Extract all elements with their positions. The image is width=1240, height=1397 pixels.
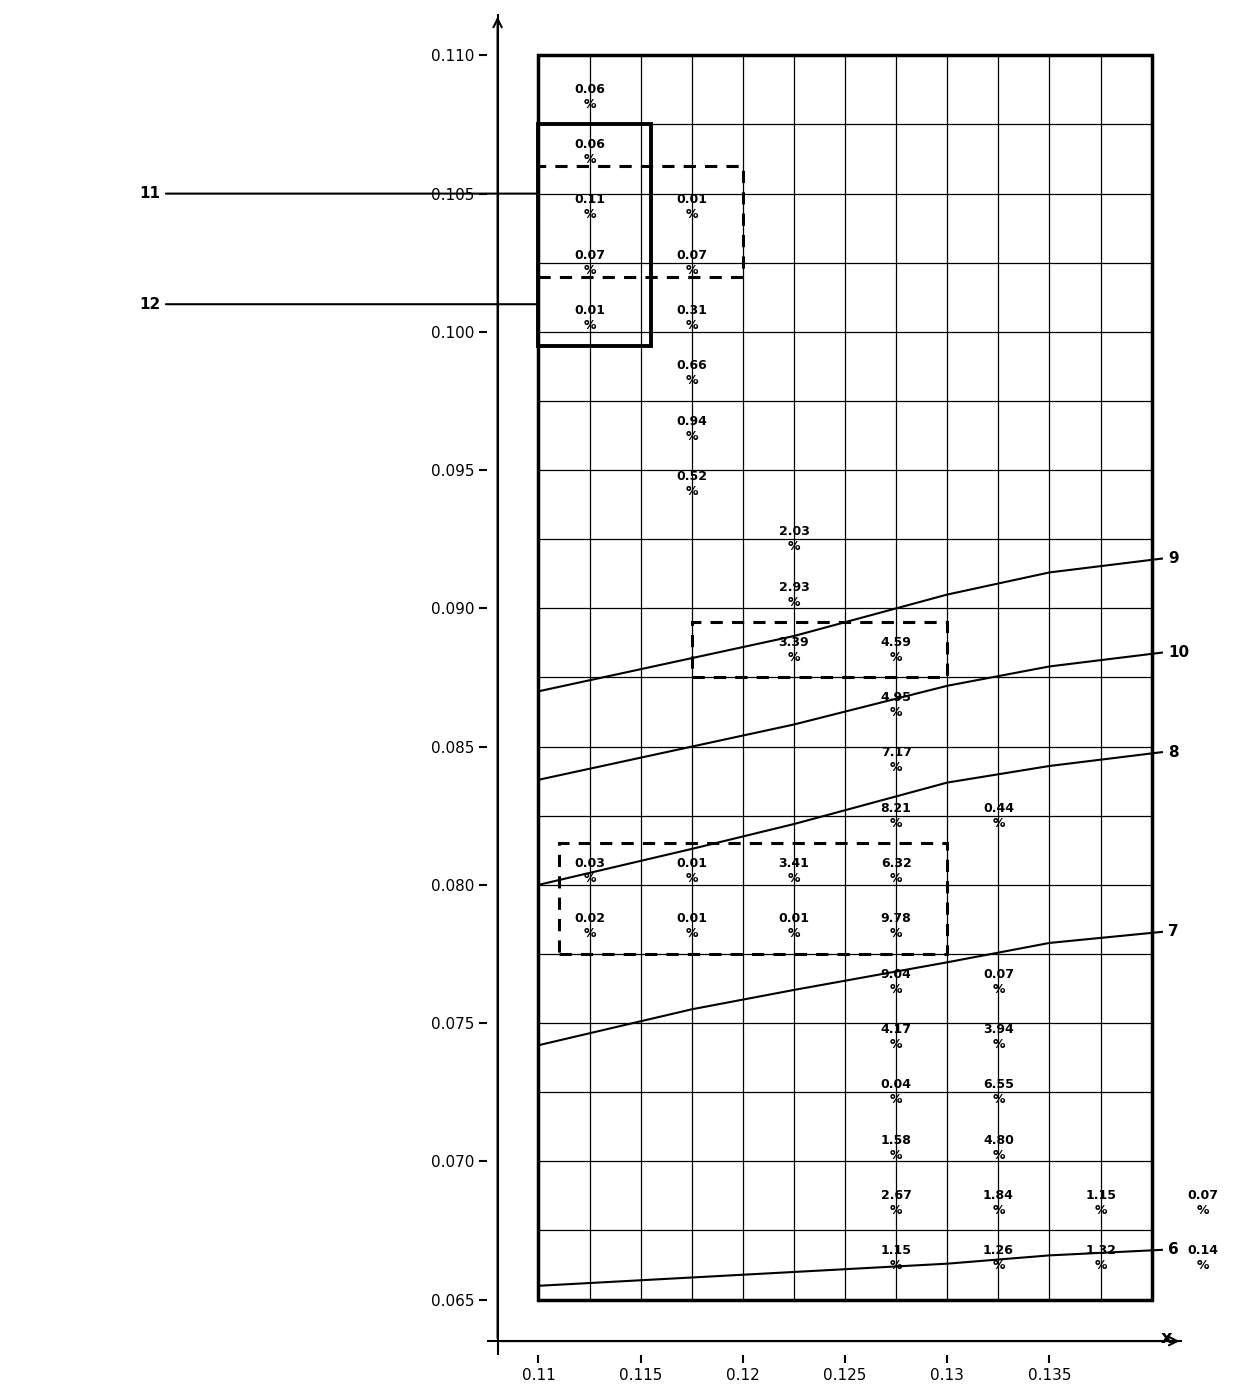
Text: 0.07
%: 0.07 %: [1187, 1189, 1218, 1217]
Text: 9.78
%: 9.78 %: [880, 912, 911, 940]
Text: 1.15
%: 1.15 %: [1085, 1189, 1116, 1217]
Text: 0.44
%: 0.44 %: [983, 802, 1014, 830]
Text: 0.01
%: 0.01 %: [676, 856, 707, 886]
Text: 1.26
%: 1.26 %: [983, 1245, 1014, 1273]
Text: 0.66
%: 0.66 %: [676, 359, 707, 387]
Bar: [538, 166, 743, 277]
Bar: [559, 844, 947, 954]
Text: 3.94
%: 3.94 %: [983, 1023, 1014, 1051]
Text: 1.58
%: 1.58 %: [880, 1133, 911, 1161]
Text: 0.07
%: 0.07 %: [676, 249, 707, 277]
Text: 1.84
%: 1.84 %: [983, 1189, 1014, 1217]
Text: 3.41
%: 3.41 %: [779, 856, 810, 886]
Text: 2.93
%: 2.93 %: [779, 581, 810, 609]
Text: 1.15
%: 1.15 %: [880, 1245, 911, 1273]
Text: 1.32
%: 1.32 %: [1085, 1245, 1116, 1273]
Text: 4.80
%: 4.80 %: [983, 1133, 1014, 1161]
Text: 0.03
%: 0.03 %: [574, 856, 605, 886]
Text: 0.06
%: 0.06 %: [574, 138, 605, 166]
Text: 6: 6: [1168, 1242, 1179, 1257]
Text: 0.14
%: 0.14 %: [1187, 1245, 1218, 1273]
Text: 0.07
%: 0.07 %: [574, 249, 605, 277]
Text: 4.95
%: 4.95 %: [880, 692, 911, 719]
Text: 0.04
%: 0.04 %: [880, 1078, 911, 1106]
Bar: [538, 124, 651, 345]
Text: 2.03
%: 2.03 %: [779, 525, 810, 553]
Text: 0.52
%: 0.52 %: [676, 469, 707, 497]
Text: 0.01
%: 0.01 %: [574, 305, 605, 332]
Text: 0.06
%: 0.06 %: [574, 82, 605, 110]
Text: 9: 9: [1168, 550, 1179, 566]
Text: 10: 10: [1168, 645, 1189, 661]
Text: 7.17
%: 7.17 %: [880, 746, 911, 774]
Bar: [692, 622, 947, 678]
Text: 8.21
%: 8.21 %: [880, 802, 911, 830]
Bar: [538, 56, 1152, 1299]
Text: 0.02
%: 0.02 %: [574, 912, 605, 940]
Text: 0.11
%: 0.11 %: [574, 193, 605, 222]
Text: 11: 11: [139, 186, 536, 201]
Text: 6.55
%: 6.55 %: [983, 1078, 1014, 1106]
Text: 7: 7: [1168, 925, 1179, 939]
Text: 0.01
%: 0.01 %: [676, 912, 707, 940]
Text: 4.59
%: 4.59 %: [880, 636, 911, 664]
Text: 4.17
%: 4.17 %: [880, 1023, 911, 1051]
Text: 8: 8: [1168, 745, 1179, 760]
Text: 0.07
%: 0.07 %: [983, 968, 1014, 996]
Text: 3.39
%: 3.39 %: [779, 636, 810, 664]
Text: 9.04
%: 9.04 %: [880, 968, 911, 996]
Text: 0.94
%: 0.94 %: [676, 415, 707, 443]
Text: 6.32
%: 6.32 %: [880, 856, 911, 886]
Text: 0.31
%: 0.31 %: [676, 305, 707, 332]
Text: 12: 12: [139, 296, 536, 312]
Text: 2.67
%: 2.67 %: [880, 1189, 911, 1217]
Text: 0.01
%: 0.01 %: [779, 912, 810, 940]
Text: 0.01
%: 0.01 %: [676, 193, 707, 222]
Text: x: x: [1161, 1329, 1172, 1347]
